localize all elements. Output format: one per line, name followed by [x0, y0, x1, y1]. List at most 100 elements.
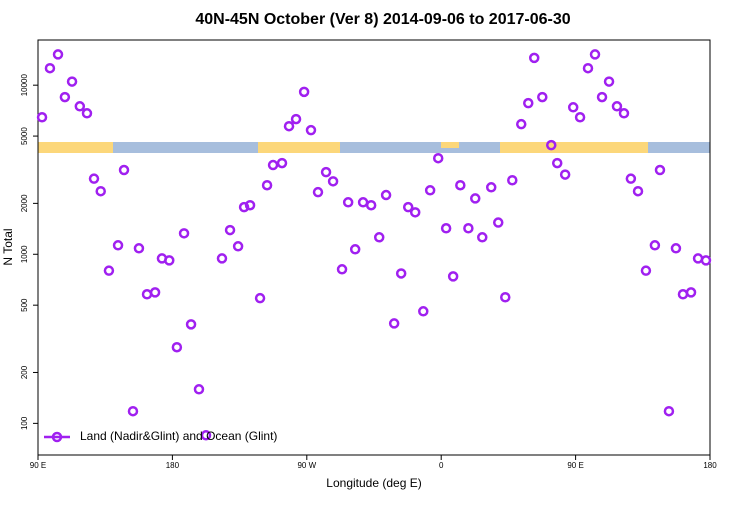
land-strip	[500, 142, 648, 153]
point	[528, 52, 540, 64]
point	[507, 175, 518, 186]
point	[611, 101, 623, 112]
point	[440, 223, 452, 234]
y-axis-label: N Total	[1, 228, 15, 265]
legend-marker	[51, 431, 63, 443]
point	[298, 86, 310, 98]
point	[388, 318, 400, 329]
point	[36, 112, 48, 123]
point	[200, 430, 212, 441]
point	[654, 164, 666, 176]
point	[276, 157, 288, 169]
point	[670, 243, 682, 254]
point	[500, 291, 511, 303]
point	[327, 176, 339, 187]
point	[267, 159, 279, 171]
point	[700, 255, 712, 266]
point	[95, 185, 106, 197]
point	[469, 193, 481, 204]
point	[625, 173, 637, 184]
point	[149, 287, 161, 298]
point	[52, 49, 64, 60]
point	[463, 223, 474, 234]
point	[395, 268, 407, 279]
point	[477, 232, 488, 243]
point	[312, 186, 324, 198]
point	[283, 120, 295, 132]
point	[365, 199, 377, 211]
point	[66, 76, 78, 87]
point	[118, 164, 130, 176]
land-strip	[258, 142, 340, 153]
point	[402, 201, 414, 213]
x-tick-label: 0	[439, 461, 444, 470]
point	[238, 201, 250, 213]
x-axis-label: Longitude (deg E)	[326, 476, 421, 490]
point	[244, 199, 256, 211]
y-tick-label: 100	[20, 416, 29, 430]
legend-label: Land (Nadir&Glint) and Ocean (Glint)	[80, 429, 277, 443]
point	[523, 97, 534, 109]
point	[574, 112, 586, 123]
point	[485, 182, 497, 193]
y-tick-label: 5000	[20, 127, 29, 145]
ocean-strip	[38, 142, 710, 153]
point	[127, 405, 139, 417]
land-strip	[38, 142, 113, 153]
point	[320, 166, 332, 178]
surface-strip	[38, 142, 710, 153]
point	[216, 253, 228, 264]
point	[81, 108, 93, 119]
point	[141, 289, 153, 300]
y-tick-label: 500	[20, 298, 29, 312]
point	[261, 179, 273, 191]
point	[103, 265, 115, 276]
point	[232, 241, 244, 252]
point	[559, 169, 571, 180]
point	[44, 62, 56, 74]
plot-frame	[37, 39, 711, 456]
y-tick-label: 200	[20, 365, 29, 379]
point	[224, 224, 236, 236]
point	[409, 207, 421, 218]
point	[112, 240, 124, 251]
point	[59, 91, 71, 103]
point	[537, 91, 548, 103]
point	[455, 179, 466, 191]
y-tick-label: 2000	[20, 194, 29, 212]
point	[663, 405, 675, 417]
point	[133, 243, 145, 254]
point	[632, 185, 644, 197]
y-tick-label: 1000	[20, 245, 29, 263]
point	[290, 113, 302, 125]
point	[640, 265, 652, 276]
point	[185, 319, 197, 330]
point	[357, 197, 369, 208]
point	[618, 108, 630, 119]
x-tick-label: 180	[703, 461, 717, 470]
x-tick-label: 90 E	[30, 461, 46, 470]
point	[589, 49, 601, 60]
point	[677, 289, 689, 300]
point	[432, 152, 444, 164]
point	[551, 157, 563, 169]
point	[88, 173, 100, 184]
point	[349, 244, 361, 255]
point	[424, 185, 436, 196]
point	[546, 139, 557, 151]
point	[373, 232, 385, 243]
land-strip	[441, 142, 459, 148]
point	[582, 62, 594, 74]
point	[254, 292, 266, 304]
point	[418, 306, 429, 317]
x-tick-label: 180	[166, 461, 180, 470]
point	[305, 124, 317, 136]
point	[342, 197, 354, 208]
point	[447, 271, 459, 282]
point	[164, 255, 175, 266]
chart-title: 40N-45N October (Ver 8) 2014-09-06 to 20…	[195, 11, 570, 28]
point	[685, 287, 697, 298]
point	[178, 228, 190, 239]
point	[171, 341, 183, 353]
